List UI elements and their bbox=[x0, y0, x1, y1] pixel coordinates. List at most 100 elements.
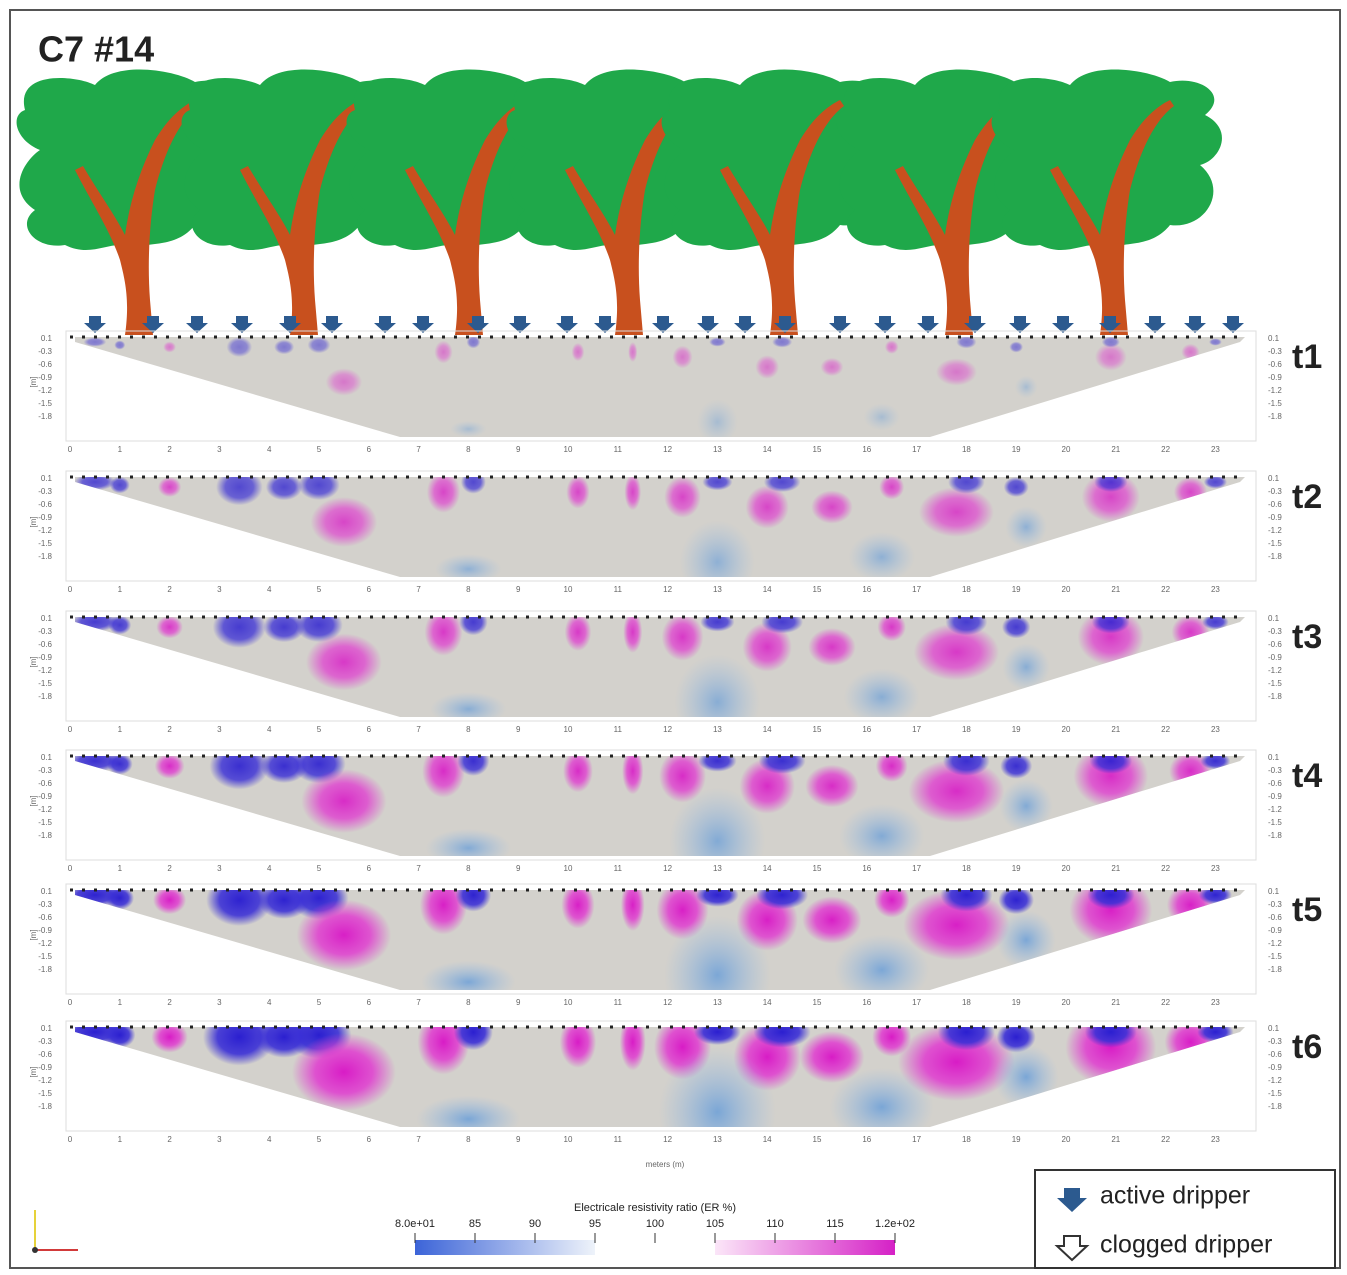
dripper-arrow bbox=[829, 316, 851, 333]
panel-label: t6 bbox=[1292, 1028, 1322, 1066]
anomaly bbox=[158, 477, 181, 497]
anomaly bbox=[1002, 616, 1030, 639]
x-tick-label: 20 bbox=[1062, 998, 1071, 1007]
x-tick-label: 19 bbox=[1012, 998, 1021, 1007]
x-tick-label: 12 bbox=[663, 445, 672, 454]
panel-label: t1 bbox=[1292, 338, 1322, 376]
y-tick-label: -1.8 bbox=[38, 831, 52, 840]
colorbar-tick-label: 110 bbox=[766, 1218, 784, 1230]
x-tick-label: 22 bbox=[1161, 864, 1170, 873]
y-axis-label: [m] bbox=[29, 516, 38, 527]
colorbar-tick-label: 1.2e+02 bbox=[875, 1218, 915, 1230]
x-tick-label: 11 bbox=[614, 445, 623, 454]
anomaly bbox=[694, 1019, 741, 1045]
x-tick-label: 21 bbox=[1111, 725, 1120, 734]
y-axis-label: [m] bbox=[29, 656, 38, 667]
x-tick-label: 20 bbox=[1062, 864, 1071, 873]
x-tick-label: 3 bbox=[217, 1135, 222, 1144]
anomaly bbox=[561, 881, 594, 928]
anomaly bbox=[844, 669, 920, 726]
y-tick-label: -1.8 bbox=[38, 692, 52, 701]
y-tick-label: -1.2 bbox=[38, 939, 52, 948]
x-tick-label: 19 bbox=[1012, 445, 1021, 454]
anomaly bbox=[266, 474, 303, 501]
x-tick-label: 23 bbox=[1211, 1135, 1220, 1144]
x-tick-label: 18 bbox=[962, 585, 971, 594]
anomaly bbox=[1005, 506, 1047, 548]
dripper-arrow bbox=[917, 316, 939, 333]
x-tick-label: 5 bbox=[317, 725, 322, 734]
dripper-arrow bbox=[509, 316, 531, 333]
x-tick-label: 18 bbox=[962, 998, 971, 1007]
anomaly bbox=[308, 337, 331, 353]
anomaly bbox=[292, 1033, 396, 1111]
x-tick-label: 23 bbox=[1211, 585, 1220, 594]
y-tick-label-right: -0.3 bbox=[1268, 627, 1282, 636]
x-tick-label: 7 bbox=[416, 445, 421, 454]
y-tick-label-right: -1.8 bbox=[1268, 412, 1282, 421]
anomaly bbox=[622, 748, 643, 795]
anomaly bbox=[426, 829, 511, 867]
x-tick-label: 14 bbox=[763, 864, 772, 873]
anomaly bbox=[110, 477, 130, 494]
x-tick-label: 17 bbox=[912, 585, 921, 594]
x-tick-label: 11 bbox=[614, 725, 623, 734]
y-tick-label-right: -1.8 bbox=[1268, 965, 1282, 974]
x-tick-label: 0 bbox=[68, 864, 73, 873]
y-axis-label: [m] bbox=[29, 929, 38, 940]
x-tick-label: 6 bbox=[367, 998, 372, 1007]
x-tick-label: 17 bbox=[912, 864, 921, 873]
anomaly bbox=[664, 476, 701, 518]
x-tick-label: 15 bbox=[813, 725, 822, 734]
y-tick-label-right: -1.2 bbox=[1268, 805, 1282, 814]
x-tick-label: 12 bbox=[663, 864, 672, 873]
y-tick-label: -0.6 bbox=[38, 913, 52, 922]
anomaly bbox=[811, 490, 853, 523]
x-tick-label: 11 bbox=[614, 998, 623, 1007]
x-tick-label: 10 bbox=[564, 445, 573, 454]
anomaly bbox=[755, 355, 779, 379]
dripper-arrow bbox=[874, 316, 896, 333]
y-tick-label-right: -1.2 bbox=[1268, 666, 1282, 675]
x-tick-label: 21 bbox=[1111, 998, 1120, 1007]
anomaly bbox=[156, 616, 183, 639]
legend: active dripper clogged dripper bbox=[1035, 1170, 1335, 1268]
x-tick-label: 9 bbox=[516, 725, 521, 734]
y-tick-label-right: -0.6 bbox=[1268, 360, 1282, 369]
x-tick-label: 14 bbox=[763, 998, 772, 1007]
x-tick-label: 20 bbox=[1062, 445, 1071, 454]
y-tick-label: -1.8 bbox=[38, 412, 52, 421]
y-tick-label-right: 0.1 bbox=[1268, 474, 1280, 483]
y-tick-label: 0.1 bbox=[41, 614, 53, 623]
x-tick-label: 15 bbox=[813, 445, 822, 454]
x-tick-label: 14 bbox=[763, 445, 772, 454]
y-tick-label: -1.8 bbox=[38, 552, 52, 561]
x-tick-label: 19 bbox=[1012, 1135, 1021, 1144]
trees bbox=[17, 70, 1222, 335]
dripper-arrow bbox=[697, 316, 719, 333]
x-tick-label: 7 bbox=[416, 1135, 421, 1144]
anomaly bbox=[623, 611, 642, 653]
anomaly bbox=[697, 399, 738, 445]
x-tick-label: 16 bbox=[862, 998, 871, 1007]
x-tick-label: 4 bbox=[267, 445, 272, 454]
x-tick-label: 8 bbox=[466, 1135, 471, 1144]
x-tick-label: 18 bbox=[962, 445, 971, 454]
x-tick-label: 6 bbox=[367, 864, 372, 873]
dripper-arrow bbox=[186, 316, 208, 333]
anomaly bbox=[565, 613, 592, 651]
anomaly bbox=[834, 935, 929, 1006]
x-tick-label: 15 bbox=[813, 585, 822, 594]
x-tick-label: 6 bbox=[367, 585, 372, 594]
colorbar-tick-label: 100 bbox=[646, 1218, 664, 1230]
anomaly bbox=[675, 655, 760, 750]
x-tick-label: 3 bbox=[217, 445, 222, 454]
x-tick-label: 6 bbox=[367, 725, 372, 734]
axes-triad bbox=[32, 1210, 78, 1253]
x-tick-label: 13 bbox=[713, 725, 722, 734]
anomaly bbox=[1209, 338, 1222, 345]
x-tick-label: 21 bbox=[1111, 445, 1120, 454]
anomaly bbox=[839, 804, 924, 868]
x-tick-label: 16 bbox=[862, 725, 871, 734]
x-tick-label: 2 bbox=[167, 585, 172, 594]
